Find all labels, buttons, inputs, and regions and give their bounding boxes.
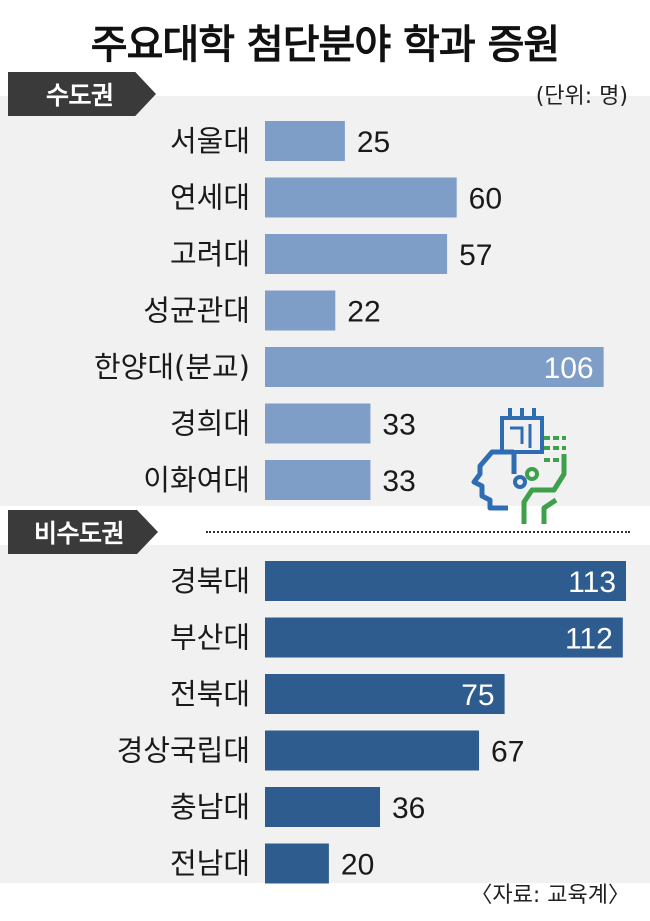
category-label: 서울대 (170, 124, 250, 158)
category-label: 경희대 (170, 407, 250, 441)
source-note: 〈자료: 교육계〉 (470, 883, 630, 908)
bar (265, 674, 505, 714)
unit-label: (단위: 명) (535, 84, 628, 109)
bar (265, 347, 604, 387)
value-label: 25 (357, 126, 390, 159)
value-label: 67 (491, 736, 524, 769)
group-divider (206, 531, 630, 533)
category-label: 성균관대 (143, 294, 250, 328)
bar (265, 617, 623, 658)
category-label: 전북대 (170, 677, 250, 711)
bar (265, 234, 448, 274)
category-label: 경북대 (170, 564, 250, 598)
value-label: 106 (544, 352, 594, 385)
bar (265, 787, 381, 827)
value-label: 33 (382, 409, 415, 442)
value-label: 20 (341, 849, 374, 882)
value-label: 112 (565, 623, 613, 656)
value-label: 36 (392, 792, 425, 825)
bar (265, 561, 626, 601)
category-label: 연세대 (170, 181, 250, 215)
value-label: 33 (382, 465, 415, 498)
category-label: 전남대 (170, 847, 250, 881)
category-label: 충남대 (170, 790, 250, 824)
value-label: 75 (461, 679, 494, 712)
category-label: 부산대 (170, 621, 250, 655)
group-banner-noncapital: 비수도권 (8, 510, 158, 554)
category-label: 고려대 (170, 237, 250, 271)
bar (265, 843, 329, 884)
category-label: 경상국립대 (117, 734, 250, 768)
bar (265, 121, 345, 161)
category-label: 이화여대 (143, 463, 250, 497)
value-label: 22 (347, 296, 380, 329)
bar (265, 730, 480, 771)
value-label: 60 (469, 183, 502, 216)
chart-title: 주요대학 첨단분야 학과 증원 (90, 22, 560, 68)
bar (265, 460, 371, 500)
bar (265, 177, 457, 218)
category-label: 한양대(분교) (94, 350, 250, 384)
bar (265, 290, 336, 331)
group-banner-capital: 수도권 (8, 72, 156, 116)
value-label: 113 (568, 566, 616, 599)
bar (265, 403, 371, 444)
value-label: 57 (459, 239, 492, 272)
ai-head-circuit-icon (471, 408, 567, 524)
